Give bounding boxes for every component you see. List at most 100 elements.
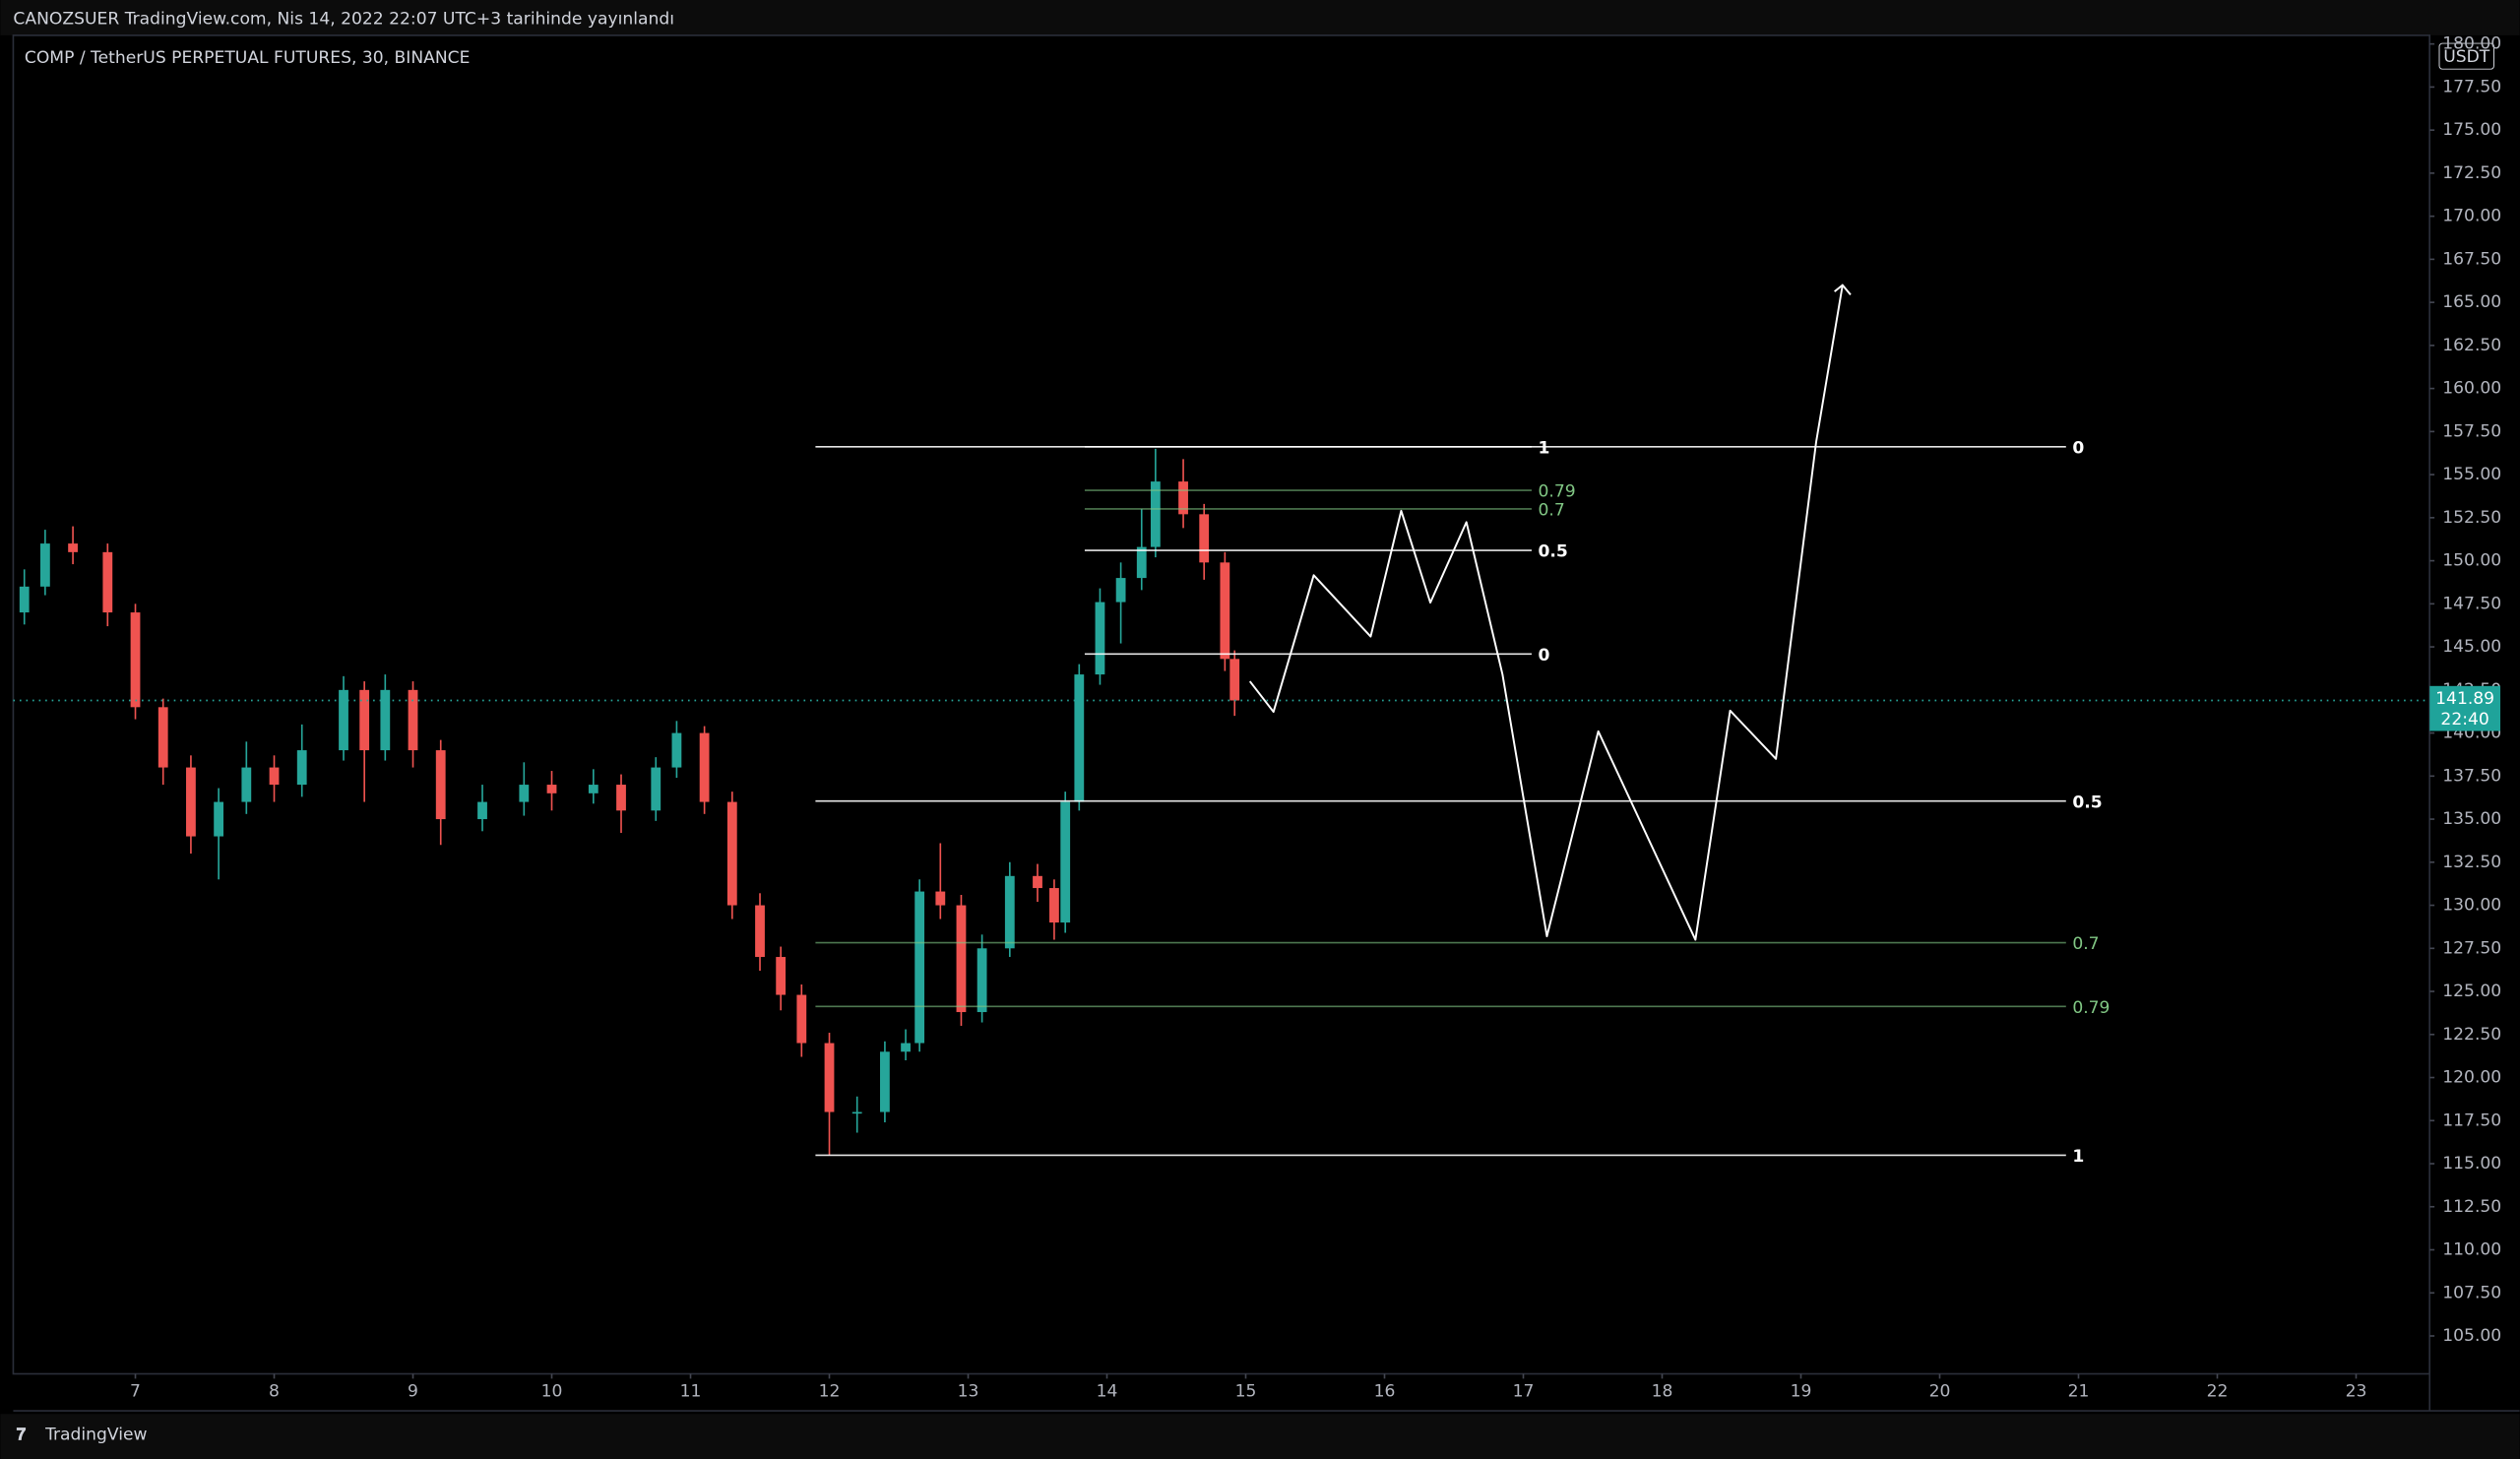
- candle-body: [19, 586, 30, 613]
- candle-body: [776, 957, 787, 995]
- y-tick-label: 155.00: [2442, 465, 2501, 484]
- fib-label: 0.79: [1538, 482, 1575, 502]
- x-tick-label: 20: [1929, 1381, 1951, 1401]
- y-tick-label: 167.50: [2442, 249, 2501, 269]
- candle-body: [359, 689, 370, 751]
- fib-label: 1: [2072, 1147, 2084, 1167]
- candle-body: [1150, 481, 1161, 547]
- x-tick-label: 18: [1652, 1381, 1673, 1401]
- candle-body: [269, 767, 280, 786]
- y-tick-label: 120.00: [2442, 1068, 2501, 1088]
- fib-label: 0: [2072, 438, 2084, 458]
- x-tick-label: 23: [2346, 1381, 2367, 1401]
- candle-body: [68, 543, 78, 552]
- candle-body: [380, 689, 391, 751]
- y-tick-label: 135.00: [2442, 809, 2501, 829]
- last-price-box: [2429, 685, 2501, 731]
- currency-box: [2438, 42, 2494, 70]
- fib-label: 1: [1538, 438, 1549, 458]
- y-tick-label: 107.50: [2442, 1283, 2501, 1302]
- candle-body: [1074, 674, 1085, 802]
- candle-body: [435, 750, 446, 820]
- x-tick-label: 14: [1097, 1381, 1118, 1401]
- candle-body: [935, 891, 946, 906]
- y-tick-label: 172.50: [2442, 163, 2501, 183]
- candle-body: [186, 767, 196, 837]
- y-tick-label: 117.50: [2442, 1110, 2501, 1130]
- y-tick-label: 130.00: [2442, 896, 2501, 916]
- y-tick-label: 180.00: [2442, 34, 2501, 54]
- x-tick-label: 10: [541, 1381, 563, 1401]
- x-tick-label: 11: [680, 1381, 702, 1401]
- candle-body: [976, 948, 987, 1013]
- x-tick-label: 15: [1235, 1381, 1257, 1401]
- projection-path: [1248, 285, 1844, 941]
- candle-body: [1033, 875, 1042, 889]
- candle-body: [158, 707, 168, 768]
- y-tick-label: 157.50: [2442, 421, 2501, 441]
- candle-body: [296, 750, 307, 786]
- y-tick-label: 160.00: [2442, 379, 2501, 399]
- candle-body: [339, 689, 348, 751]
- candle-body: [102, 551, 113, 613]
- header-text: CANOZSUER TradingView.com, Nis 14, 2022 …: [13, 10, 674, 30]
- y-tick-label: 152.50: [2442, 508, 2501, 528]
- candle-body: [546, 785, 557, 793]
- x-tick-label: 8: [269, 1381, 280, 1401]
- footer-brand: TradingView: [44, 1426, 147, 1445]
- candle-body: [519, 785, 530, 802]
- candle-body: [1178, 481, 1188, 515]
- candle-body: [796, 994, 807, 1044]
- y-tick-label: 175.00: [2442, 120, 2501, 140]
- x-tick-label: 13: [958, 1381, 979, 1401]
- candle-body: [1220, 562, 1230, 660]
- candle-body: [699, 732, 710, 802]
- x-tick-label: 7: [130, 1381, 141, 1401]
- x-tick-label: 16: [1374, 1381, 1396, 1401]
- candle-body: [616, 785, 626, 811]
- y-tick-label: 137.50: [2442, 766, 2501, 786]
- candle-body: [1004, 875, 1015, 949]
- y-tick-label: 105.00: [2442, 1326, 2501, 1346]
- candle-body: [726, 801, 737, 906]
- logo-mark: 𝟕: [17, 1426, 27, 1445]
- y-tick-label: 110.00: [2442, 1240, 2501, 1260]
- candle-body: [755, 905, 765, 958]
- fib-label: 0.5: [1538, 542, 1567, 562]
- fib-label: 0.7: [2072, 934, 2099, 954]
- candle-body: [1136, 546, 1147, 579]
- candle-body: [914, 891, 925, 1044]
- x-tick-label: 22: [2207, 1381, 2229, 1401]
- fib-label: 0.79: [2072, 998, 2110, 1018]
- x-tick-label: 21: [2068, 1381, 2090, 1401]
- symbol-title: COMP / TetherUS PERPETUAL FUTURES, 30, B…: [25, 48, 471, 68]
- y-tick-label: 127.50: [2442, 938, 2501, 958]
- candle-body: [214, 801, 224, 837]
- candle-body: [651, 767, 662, 811]
- header-bar: [0, 0, 2520, 35]
- fib-label: 0.5: [2072, 793, 2102, 812]
- candle-body: [1049, 888, 1059, 923]
- y-tick-label: 165.00: [2442, 292, 2501, 312]
- candle-body: [588, 785, 598, 793]
- arrow-head: [1834, 284, 1852, 296]
- candle-body: [408, 689, 418, 751]
- currency-label: USDT: [2443, 47, 2490, 67]
- y-tick-label: 145.00: [2442, 637, 2501, 657]
- footer-bar: [0, 1414, 2520, 1459]
- fib-label: 0: [1538, 646, 1549, 666]
- chart-layer: 105.00107.50110.00112.50115.00117.50120.…: [13, 34, 2501, 1401]
- candle-body: [477, 801, 487, 820]
- candle-body: [39, 543, 50, 587]
- candle-body: [851, 1111, 862, 1114]
- y-tick-label: 170.00: [2442, 207, 2501, 226]
- candle-body: [1095, 602, 1105, 675]
- y-tick-label: 147.50: [2442, 594, 2501, 613]
- candle-body: [130, 612, 141, 708]
- candle-body: [1060, 801, 1071, 923]
- y-tick-label: 122.50: [2442, 1025, 2501, 1045]
- fib-label: 0.7: [1538, 501, 1564, 521]
- candle-body: [1199, 514, 1210, 563]
- candle-body: [1115, 578, 1126, 603]
- candle-body: [671, 732, 682, 768]
